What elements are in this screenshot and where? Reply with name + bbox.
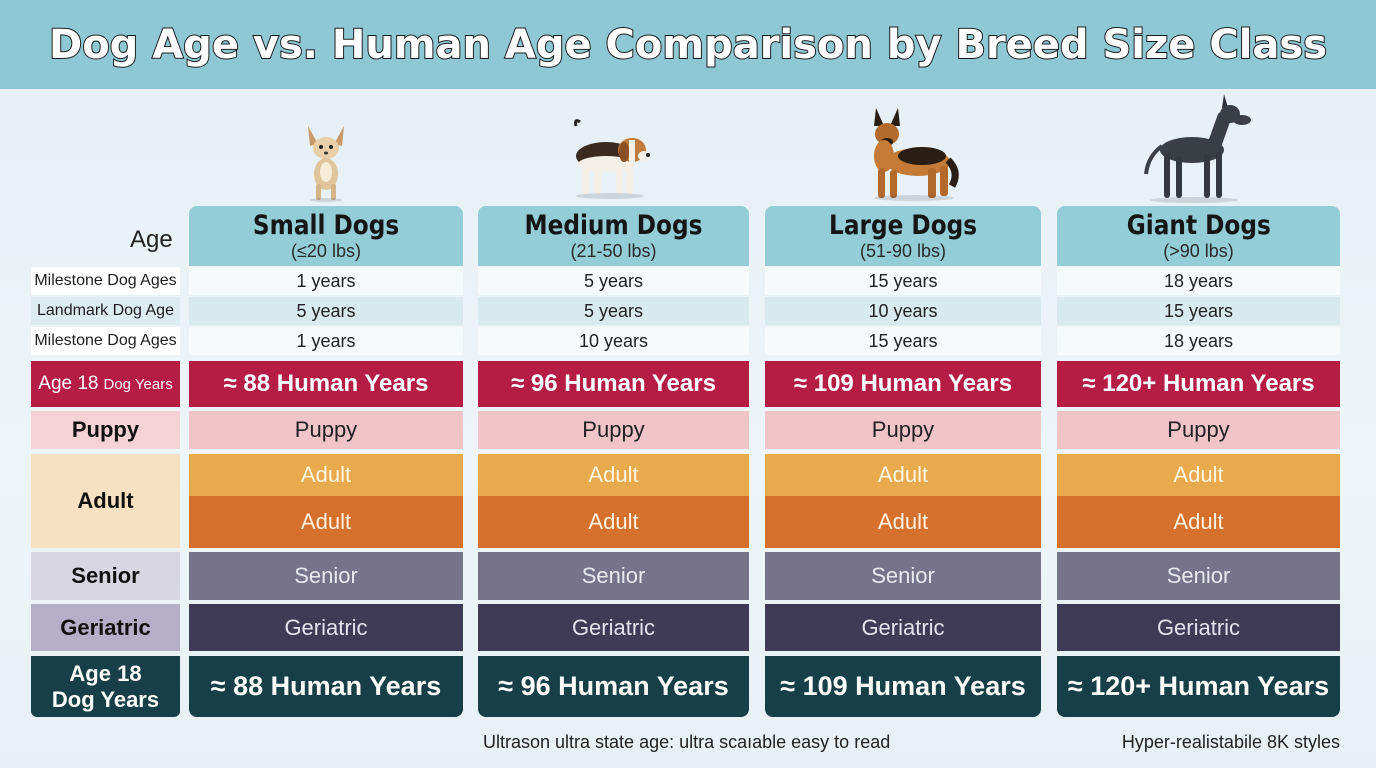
column-title: Small Dogs <box>252 210 400 241</box>
adult-cell: Adult <box>478 454 749 496</box>
column-header-small: Small Dogs (≤20 lbs) <box>189 206 463 266</box>
senior-cell: Senior <box>1057 552 1340 600</box>
adult-cell: Adult <box>478 496 749 548</box>
row-label-age: Age 18 <box>38 373 99 394</box>
senior-cell: Senior <box>478 552 749 600</box>
final-human-years-cell: ≈ 96 Human Years <box>478 656 749 717</box>
milestone-cell: 15 years <box>765 267 1041 295</box>
puppy-cell: Puppy <box>765 411 1041 449</box>
human-years-cell: ≈ 96 Human Years <box>478 361 749 407</box>
chihuahua-icon <box>308 126 344 202</box>
column-header-medium: Medium Dogs (21-50 lbs) <box>478 206 749 266</box>
beagle-icon <box>574 119 650 199</box>
human-years-cell: ≈ 120+ Human Years <box>1057 361 1340 407</box>
row-label-milestone-2: Milestone Dog Ages <box>31 327 180 355</box>
geriatric-cell: Geriatric <box>765 604 1041 651</box>
german-shepherd-icon <box>874 108 959 201</box>
row-label-age: Age 18 <box>69 660 142 686</box>
column-title: Giant Dogs <box>1126 210 1271 241</box>
senior-cell: Senior <box>765 552 1041 600</box>
milestone-cell: 5 years <box>478 267 749 295</box>
column-weight-range: (≤20 lbs) <box>291 241 361 261</box>
milestone-cell: 10 years <box>478 327 749 355</box>
column-title: Large Dogs <box>828 210 978 241</box>
geriatric-cell: Geriatric <box>189 604 463 651</box>
geriatric-cell: Geriatric <box>1057 604 1340 651</box>
row-label-adult: Adult <box>31 454 180 548</box>
row-label-puppy: Puppy <box>31 411 180 449</box>
final-human-years-cell: ≈ 88 Human Years <box>189 656 463 717</box>
final-human-years-cell: ≈ 120+ Human Years <box>1057 656 1340 717</box>
milestone-cell: 5 years <box>189 297 463 325</box>
row-label-senior: Senior <box>31 552 180 600</box>
milestone-cell: 18 years <box>1057 267 1340 295</box>
adult-cell: Adult <box>1057 496 1340 548</box>
adult-cell: Adult <box>189 454 463 496</box>
milestone-cell: 1 years <box>189 267 463 295</box>
column-weight-range: (21-50 lbs) <box>570 241 657 261</box>
senior-cell: Senior <box>189 552 463 600</box>
footer-note-left: Ultrason ultra state age: ultra scaıable… <box>483 732 891 752</box>
milestone-cell: 15 years <box>765 327 1041 355</box>
puppy-cell: Puppy <box>189 411 463 449</box>
row-label-dog-years: Dog Years <box>51 686 160 712</box>
milestone-cell: 18 years <box>1057 327 1340 355</box>
milestone-cell: 1 years <box>189 327 463 355</box>
row-label-final: Age 18 Dog Years <box>31 656 180 717</box>
title-banner: Dog Age vs. Human Age Comparison by Bree… <box>0 0 1376 89</box>
column-header-giant: Giant Dogs (>90 lbs) <box>1057 206 1340 266</box>
column-weight-range: (>90 lbs) <box>1163 241 1234 261</box>
column-weight-range: (51-90 lbs) <box>859 241 947 261</box>
adult-cell: Adult <box>1057 454 1340 496</box>
milestone-cell: 15 years <box>1057 297 1340 325</box>
page-title: Dog Age vs. Human Age Comparison by Bree… <box>48 21 1328 69</box>
row-label-geriatric: Geriatric <box>31 604 180 651</box>
row-label-landmark: Landmark Dog Age <box>31 297 180 325</box>
age-header: Age <box>130 226 173 253</box>
human-years-cell: ≈ 109 Human Years <box>765 361 1041 407</box>
puppy-cell: Puppy <box>1057 411 1340 449</box>
adult-cell: Adult <box>189 496 463 548</box>
human-years-cell: ≈ 88 Human Years <box>189 361 463 407</box>
row-label-milestone-1: Milestone Dog Ages <box>31 267 180 295</box>
milestone-cell: 10 years <box>765 297 1041 325</box>
great-dane-icon <box>1144 94 1251 203</box>
geriatric-cell: Geriatric <box>478 604 749 651</box>
footer-note-right: Hyper-realistabile 8K styles <box>1121 732 1340 752</box>
adult-cell: Adult <box>765 496 1041 548</box>
column-header-large: Large Dogs (51-90 lbs) <box>765 206 1041 266</box>
row-label-dog-years: Dog Years <box>103 375 173 393</box>
puppy-cell: Puppy <box>478 411 749 449</box>
adult-cell: Adult <box>765 454 1041 496</box>
milestone-cell: 5 years <box>478 297 749 325</box>
row-label-human-years: Age 18 Dog Years <box>31 361 180 407</box>
final-human-years-cell: ≈ 109 Human Years <box>765 656 1041 717</box>
column-title: Medium Dogs <box>524 210 703 241</box>
